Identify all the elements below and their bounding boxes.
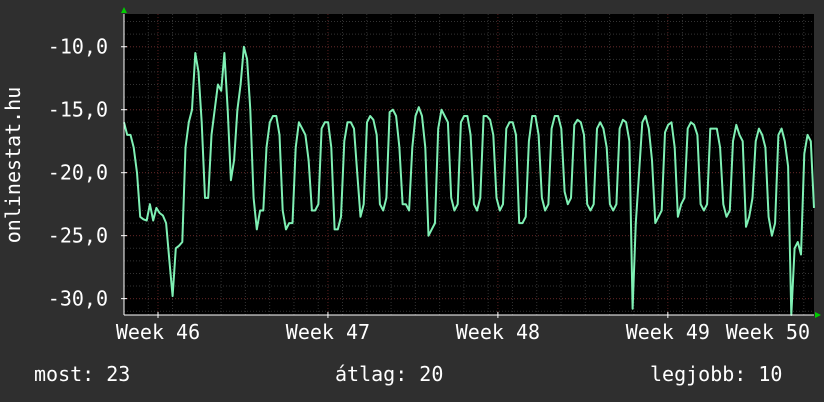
- y-axis-arrow: [121, 7, 127, 13]
- footer-average-value: átlag: 20: [335, 362, 444, 386]
- y-tick-label: -15,0: [48, 98, 108, 122]
- y-tick-label: -10,0: [48, 35, 108, 59]
- grid-major-x: [157, 14, 669, 315]
- x-tick-label: Week 50: [726, 320, 810, 344]
- x-tick-label: Week 46: [116, 320, 200, 344]
- y-tick-label: -30,0: [48, 287, 108, 311]
- x-tick-label: Week 48: [456, 320, 540, 344]
- x-ticks: Week 46 Week 47 Week 48 Week 49 Week 50: [116, 312, 810, 344]
- y-tick-label: -25,0: [48, 224, 108, 248]
- x-tick-label: Week 49: [626, 320, 710, 344]
- footer-current-value: most: 23: [34, 362, 131, 386]
- y-axis-label: onlinestat.hu: [1, 87, 25, 244]
- y-tick-label: -20,0: [48, 161, 108, 185]
- grid-major-y: [124, 46, 814, 300]
- series-line: [123, 45, 815, 316]
- y-ticks: -10,0 -15,0 -20,0 -25,0 -30,0: [48, 35, 127, 311]
- x-axis-arrow: [815, 312, 821, 318]
- footer-best-value: legjobb: 10: [650, 362, 783, 386]
- x-tick-label: Week 47: [286, 320, 370, 344]
